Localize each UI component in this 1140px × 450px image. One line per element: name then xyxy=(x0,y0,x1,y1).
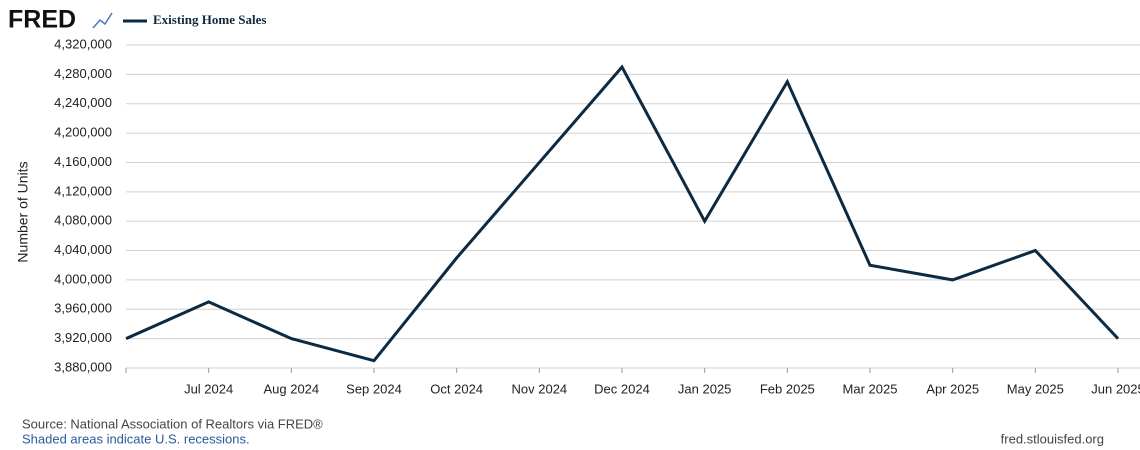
y-tick-label: 4,040,000 xyxy=(54,242,112,257)
x-tick-label: Jul 2024 xyxy=(184,381,233,396)
recession-note: Shaded areas indicate U.S. recessions. xyxy=(22,431,250,446)
x-tick-label: May 2025 xyxy=(1007,381,1064,396)
y-tick-label: 4,080,000 xyxy=(54,213,112,228)
x-tick-label: Feb 2025 xyxy=(760,381,815,396)
series-line xyxy=(125,64,1120,363)
y-tick-label: 3,880,000 xyxy=(54,359,112,374)
x-tick-label: Dec 2024 xyxy=(594,381,650,396)
y-tick-label: 4,200,000 xyxy=(54,125,112,140)
x-tick-label: Sep 2024 xyxy=(346,381,402,396)
x-tick-label: Nov 2024 xyxy=(512,381,568,396)
source: Source: National Association of Realtors… xyxy=(22,416,323,431)
y-tick-label: 4,240,000 xyxy=(54,95,112,110)
logo: FRED xyxy=(8,6,76,34)
y-tick-label: 4,280,000 xyxy=(54,66,112,81)
y-tick-label: 4,000,000 xyxy=(54,271,112,286)
legend-label: Existing Home Sales xyxy=(153,12,266,27)
y-tick-label: 4,160,000 xyxy=(54,154,112,169)
y-axis-title: Number of Units xyxy=(15,161,31,262)
x-tick-label: Mar 2025 xyxy=(843,381,898,396)
url: fred.stlouisfed.org xyxy=(1001,431,1104,446)
x-tick-label: Apr 2025 xyxy=(926,381,979,396)
y-tick-label: 3,920,000 xyxy=(54,330,112,345)
x-tick-label: Aug 2024 xyxy=(263,381,319,396)
y-tick-label: 3,960,000 xyxy=(54,301,112,316)
x-tick-label: Oct 2024 xyxy=(430,381,483,396)
logo-icon xyxy=(92,12,113,29)
x-tick-label: Jan 2025 xyxy=(678,381,732,396)
y-tick-label: 4,320,000 xyxy=(54,36,112,51)
x-tick-label: Jun 2025 xyxy=(1091,381,1140,396)
y-tick-label: 4,120,000 xyxy=(54,183,112,198)
